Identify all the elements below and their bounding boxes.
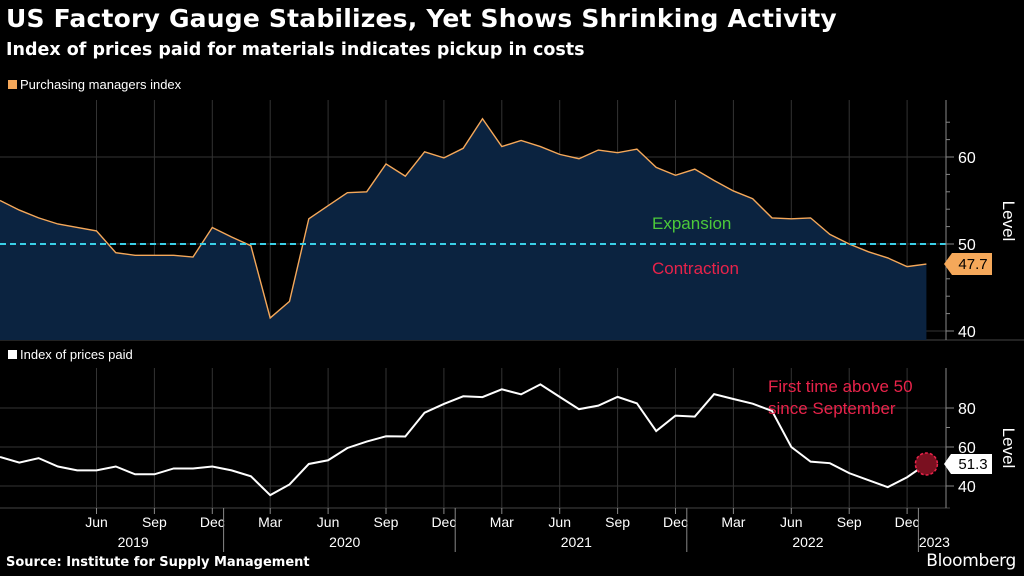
- top-y-tick-label: 60: [958, 150, 976, 167]
- x-month-label: Sep: [374, 514, 399, 530]
- top-y-tick-label: 50: [958, 237, 976, 254]
- x-month-label: Sep: [837, 514, 862, 530]
- bottom-y-axis-label: Level: [999, 428, 1018, 469]
- x-month-label: Jun: [780, 514, 803, 530]
- brand-logo: Bloomberg: [926, 551, 1016, 571]
- x-month-label: Sep: [142, 514, 167, 530]
- pmi-area-fill: [0, 118, 927, 340]
- x-month-label: Jun: [548, 514, 571, 530]
- prices-legend-swatch: [8, 350, 17, 359]
- x-month-label: Dec: [663, 514, 688, 530]
- x-month-label: Mar: [258, 514, 282, 530]
- prices-last-value: 51.3: [958, 456, 987, 473]
- top-y-axis-label: Level: [999, 201, 1018, 242]
- x-year-label: 2022: [792, 534, 823, 550]
- contraction-label: Contraction: [652, 259, 739, 278]
- x-month-label: Sep: [605, 514, 630, 530]
- bottom-y-tick-label: 40: [958, 479, 976, 496]
- x-month-label: Dec: [431, 514, 456, 530]
- chart-title: US Factory Gauge Stabilizes, Yet Shows S…: [6, 4, 837, 33]
- x-month-label: Dec: [200, 514, 225, 530]
- pmi-legend-swatch: [8, 80, 17, 89]
- prices-line: [0, 383, 927, 497]
- prices-last-value-tag: [944, 453, 992, 474]
- bottom-y-tick-label: 60: [958, 440, 976, 457]
- pmi-last-value-tag: [944, 253, 992, 276]
- x-month-label: Mar: [721, 514, 745, 530]
- last-point-highlight: [914, 452, 939, 476]
- x-month-label: Jun: [85, 514, 108, 530]
- x-year-label: 2023: [919, 534, 950, 550]
- x-month-label: Dec: [895, 514, 920, 530]
- pmi-line: [0, 117, 927, 320]
- x-month-label: Jun: [317, 514, 340, 530]
- annotation-line-2: since September: [768, 399, 896, 418]
- x-year-label: 2019: [118, 534, 149, 550]
- x-year-label: 2020: [329, 534, 360, 550]
- expansion-label: Expansion: [652, 214, 731, 233]
- x-month-label: Mar: [490, 514, 514, 530]
- annotation-line-1: First time above 50: [768, 377, 913, 396]
- pmi-last-value: 47.7: [958, 256, 987, 273]
- prices-legend-label: Index of prices paid: [20, 347, 133, 362]
- top-y-tick-label: 40: [958, 324, 976, 341]
- x-year-label: 2021: [561, 534, 592, 550]
- bottom-y-tick-label: 80: [958, 401, 976, 418]
- source-note: Source: Institute for Supply Management: [6, 555, 310, 570]
- chart-subtitle: Index of prices paid for materials indic…: [6, 40, 585, 60]
- pmi-legend-label: Purchasing managers index: [20, 77, 182, 92]
